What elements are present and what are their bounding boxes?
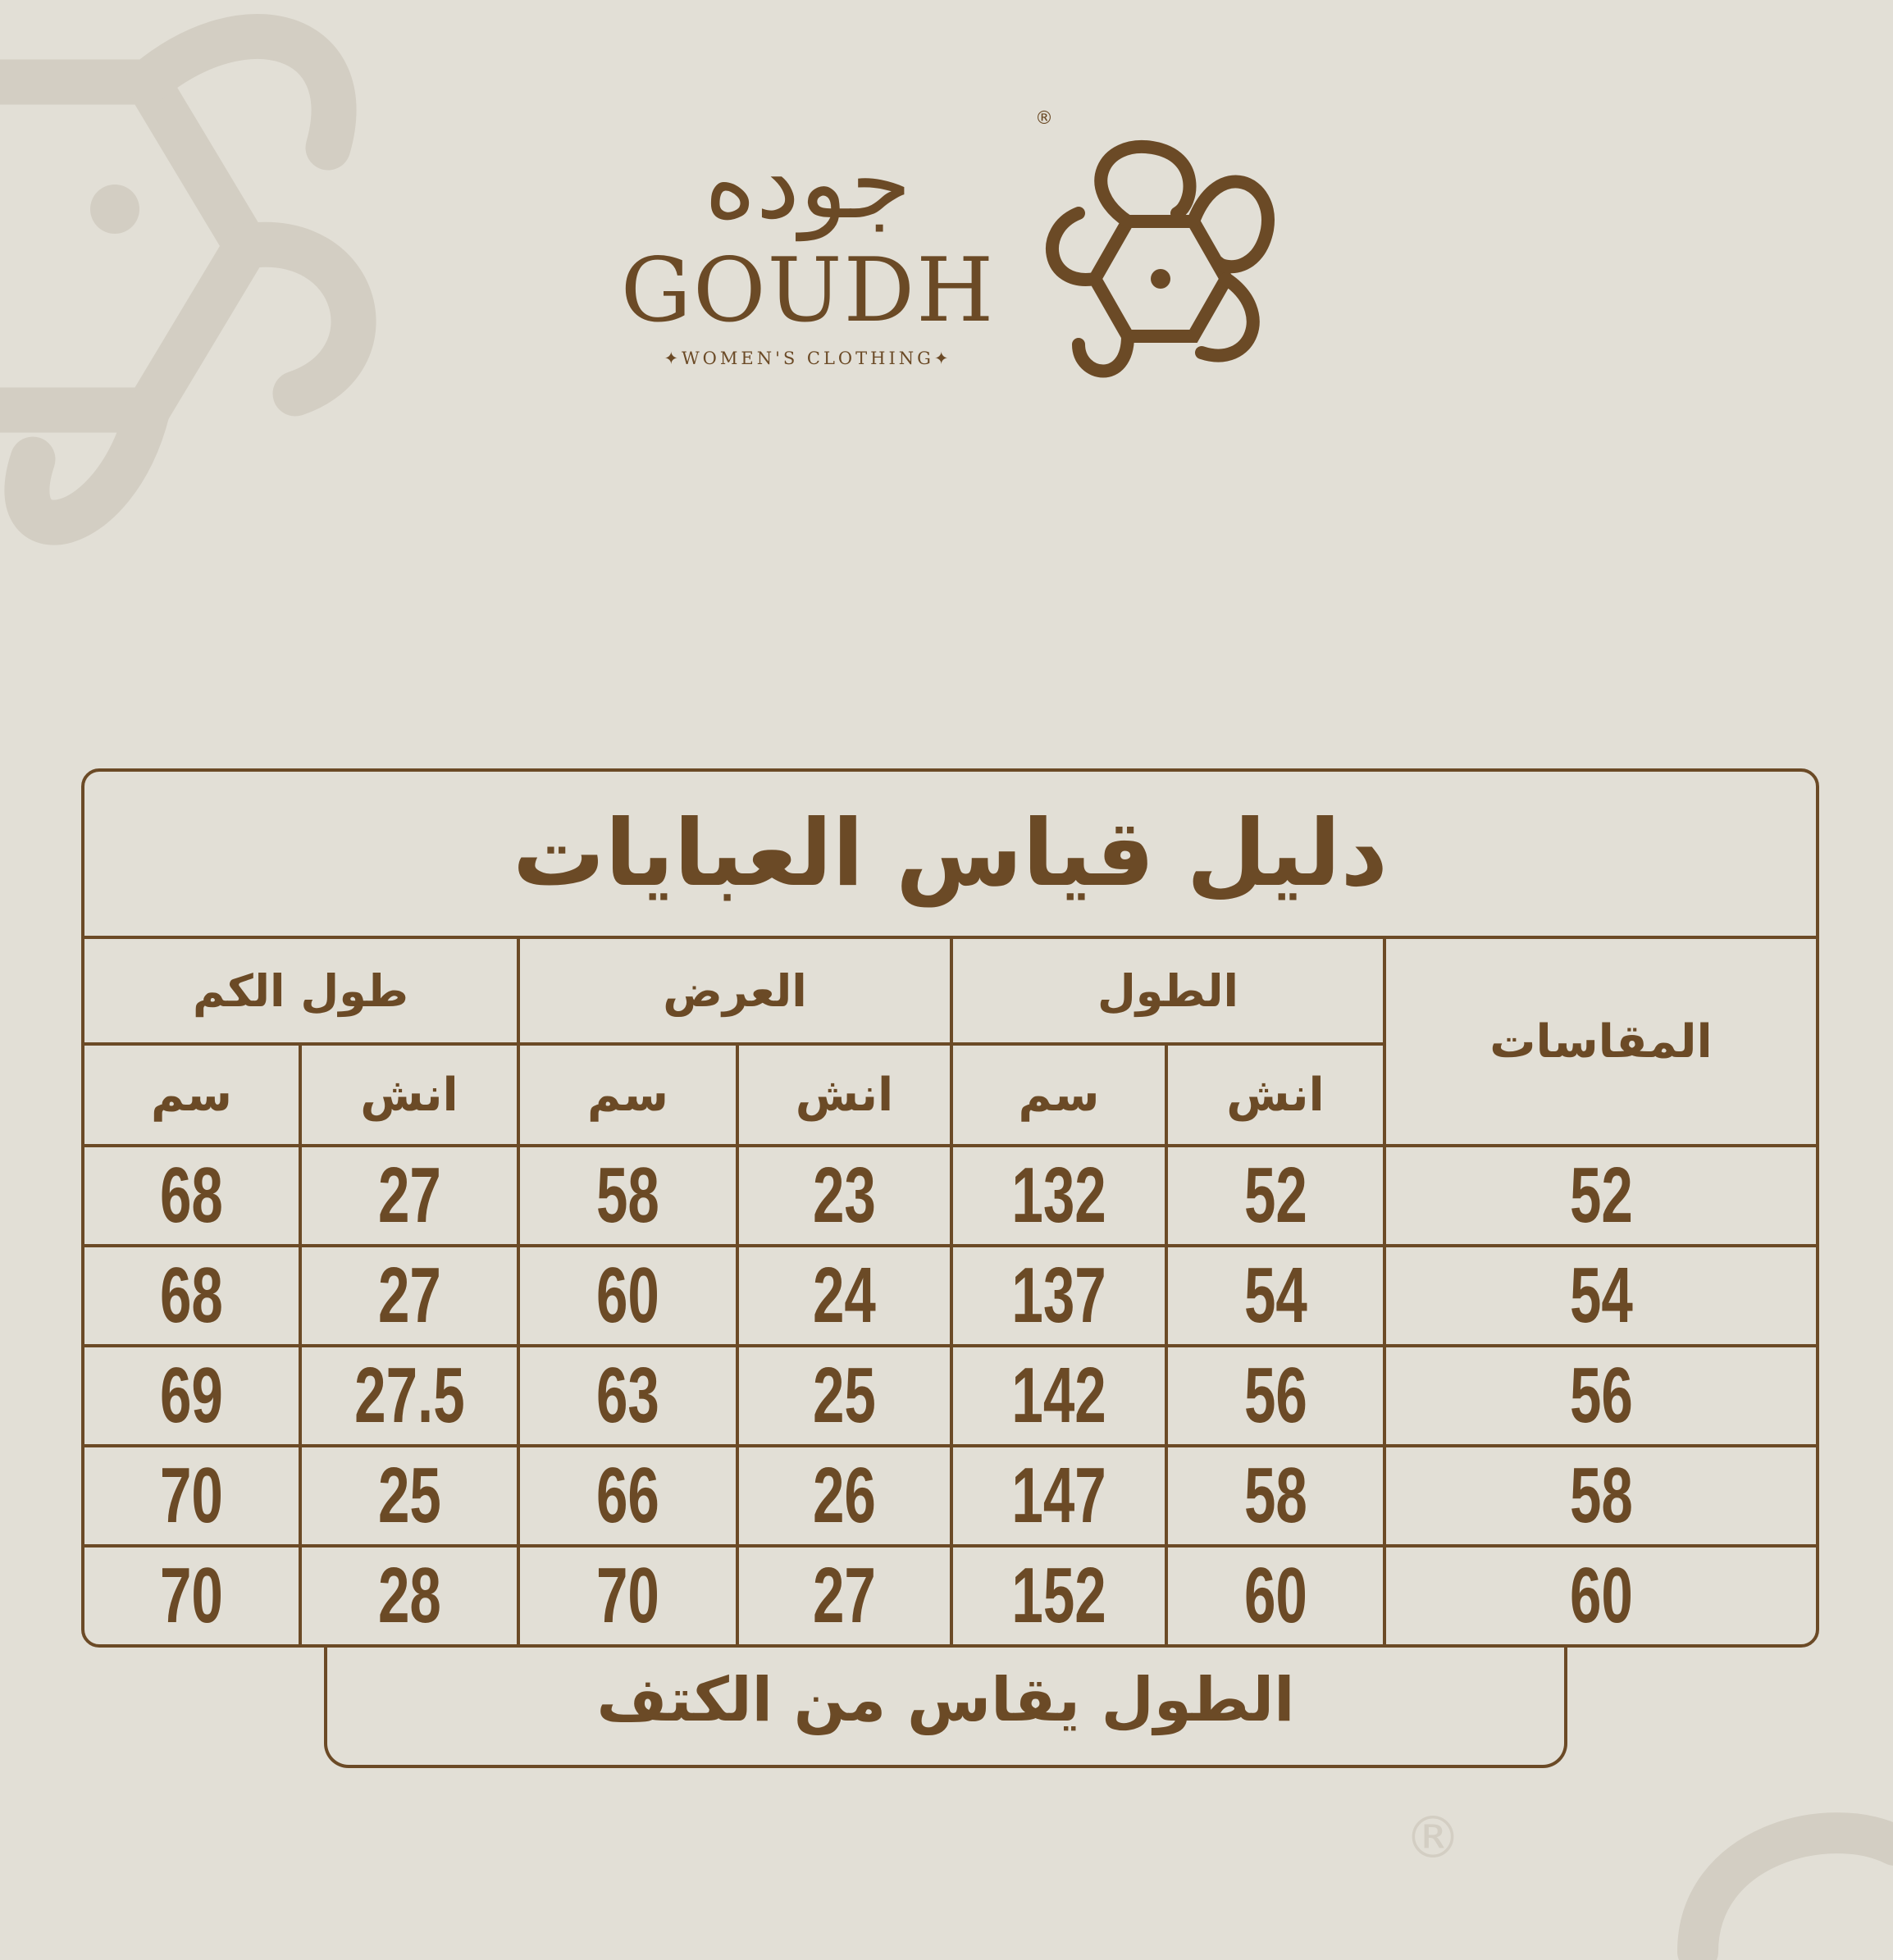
cell-length-in: 58 — [1165, 1444, 1383, 1544]
cell-value: 68 — [160, 1151, 223, 1239]
footer-note: الطول يقاس من الكتف — [324, 1647, 1567, 1768]
cell-value: 25 — [813, 1351, 876, 1439]
cell-size: 58 — [1383, 1444, 1816, 1544]
cell-value: 60 — [1243, 1552, 1307, 1639]
brand-tagline: ✦WOMEN'S CLOTHING✦ — [664, 349, 952, 368]
unit-header-inch: انش — [736, 1042, 950, 1144]
cell-width-in: 23 — [736, 1144, 950, 1244]
cell-length-in: 56 — [1165, 1344, 1383, 1444]
table-title: دليل قياس العبايات — [513, 800, 1388, 907]
cell-value: 23 — [813, 1151, 876, 1239]
cell-value: 70 — [596, 1552, 659, 1639]
width-group-header: العرض — [517, 936, 950, 1042]
cell-value: 52 — [1243, 1151, 1307, 1239]
cell-width-cm: 66 — [517, 1444, 736, 1544]
cell-value: 54 — [1569, 1251, 1633, 1339]
table-row: 56 56 142 25 63 27.5 69 — [84, 1344, 1816, 1444]
cell-value: 68 — [160, 1251, 223, 1339]
cell-width-in: 25 — [736, 1344, 950, 1444]
cell-value: 58 — [1569, 1452, 1633, 1539]
table-row: 60 60 152 27 70 28 70 — [84, 1544, 1816, 1644]
cell-value: 70 — [160, 1452, 223, 1539]
cell-length-cm: 152 — [950, 1544, 1165, 1644]
sizes-header: المقاسات — [1383, 936, 1816, 1144]
cell-value: 132 — [1011, 1151, 1106, 1239]
cell-width-cm: 70 — [517, 1544, 736, 1644]
cell-length-cm: 147 — [950, 1444, 1165, 1544]
cell-value: 27 — [377, 1151, 441, 1239]
cell-sleeve-cm: 68 — [84, 1244, 299, 1344]
cell-value: 147 — [1011, 1452, 1106, 1539]
unit-header-cm: سم — [517, 1042, 736, 1144]
cell-size: 54 — [1383, 1244, 1816, 1344]
cell-length-in: 52 — [1165, 1144, 1383, 1244]
cell-value: 52 — [1569, 1151, 1633, 1239]
cell-value: 58 — [596, 1151, 659, 1239]
unit-header-inch: انش — [1165, 1042, 1383, 1144]
cell-value: 66 — [596, 1452, 659, 1539]
sleeve-length-group-header: طول الكم — [84, 936, 517, 1042]
unit-header-inch: انش — [299, 1042, 517, 1144]
cell-sleeve-in: 27.5 — [299, 1344, 517, 1444]
cell-value: 54 — [1243, 1251, 1307, 1339]
cell-value: 24 — [813, 1251, 876, 1339]
cell-value: 27 — [377, 1251, 441, 1339]
cell-length-cm: 137 — [950, 1244, 1165, 1344]
cell-value: 152 — [1011, 1552, 1106, 1639]
cell-size: 52 — [1383, 1144, 1816, 1244]
cell-sleeve-cm: 70 — [84, 1544, 299, 1644]
cell-length-cm: 142 — [950, 1344, 1165, 1444]
unit-header-cm: سم — [950, 1042, 1165, 1144]
cell-value: 142 — [1011, 1351, 1106, 1439]
cell-sleeve-in: 25 — [299, 1444, 517, 1544]
registered-mark-watermark: ® — [1404, 1804, 1462, 1871]
cell-width-cm: 58 — [517, 1144, 736, 1244]
cell-value: 70 — [160, 1552, 223, 1639]
cell-size: 56 — [1383, 1344, 1816, 1444]
cell-sleeve-cm: 69 — [84, 1344, 299, 1444]
cell-value: 60 — [1569, 1552, 1633, 1639]
cell-value: 27 — [813, 1552, 876, 1639]
cell-value: 69 — [160, 1351, 223, 1439]
cell-sleeve-in: 27 — [299, 1244, 517, 1344]
cell-width-in: 24 — [736, 1244, 950, 1344]
cell-sleeve-cm: 68 — [84, 1144, 299, 1244]
registered-mark: ® — [1035, 108, 1053, 129]
cell-value: 56 — [1243, 1351, 1307, 1439]
brand-emblem-icon — [1046, 139, 1275, 378]
cell-value: 60 — [596, 1251, 659, 1339]
table-row: 54 54 137 24 60 27 68 — [84, 1244, 1816, 1344]
table-row: 58 58 147 26 66 25 70 — [84, 1444, 1816, 1544]
cell-length-in: 60 — [1165, 1544, 1383, 1644]
unit-header-cm: سم — [84, 1042, 299, 1144]
abaya-size-table: دليل قياس العبايات المقاسات الطول العرض … — [81, 768, 1819, 1648]
cell-value: 58 — [1243, 1452, 1307, 1539]
cell-value: 56 — [1569, 1351, 1633, 1439]
cell-sleeve-cm: 70 — [84, 1444, 299, 1544]
cell-sleeve-in: 27 — [299, 1144, 517, 1244]
brand-name-english: GOUDH — [620, 239, 996, 342]
cell-value: 27.5 — [354, 1351, 465, 1439]
cell-value: 137 — [1011, 1251, 1106, 1339]
background-emblem-icon — [1677, 1812, 1893, 1960]
cell-width-in: 26 — [736, 1444, 950, 1544]
cell-width-in: 27 — [736, 1544, 950, 1644]
cell-width-cm: 63 — [517, 1344, 736, 1444]
background-emblem-icon — [0, 14, 376, 545]
cell-sleeve-in: 28 — [299, 1544, 517, 1644]
cell-length-in: 54 — [1165, 1244, 1383, 1344]
cell-value: 28 — [377, 1552, 441, 1639]
length-group-header: الطول — [950, 936, 1383, 1042]
table-row: 52 52 132 23 58 27 68 — [84, 1144, 1816, 1244]
cell-value: 63 — [596, 1351, 659, 1439]
brand-name-arabic: جوده — [704, 127, 912, 241]
cell-size: 60 — [1383, 1544, 1816, 1644]
cell-width-cm: 60 — [517, 1244, 736, 1344]
cell-length-cm: 132 — [950, 1144, 1165, 1244]
cell-value: 26 — [813, 1452, 876, 1539]
cell-value: 25 — [377, 1452, 441, 1539]
